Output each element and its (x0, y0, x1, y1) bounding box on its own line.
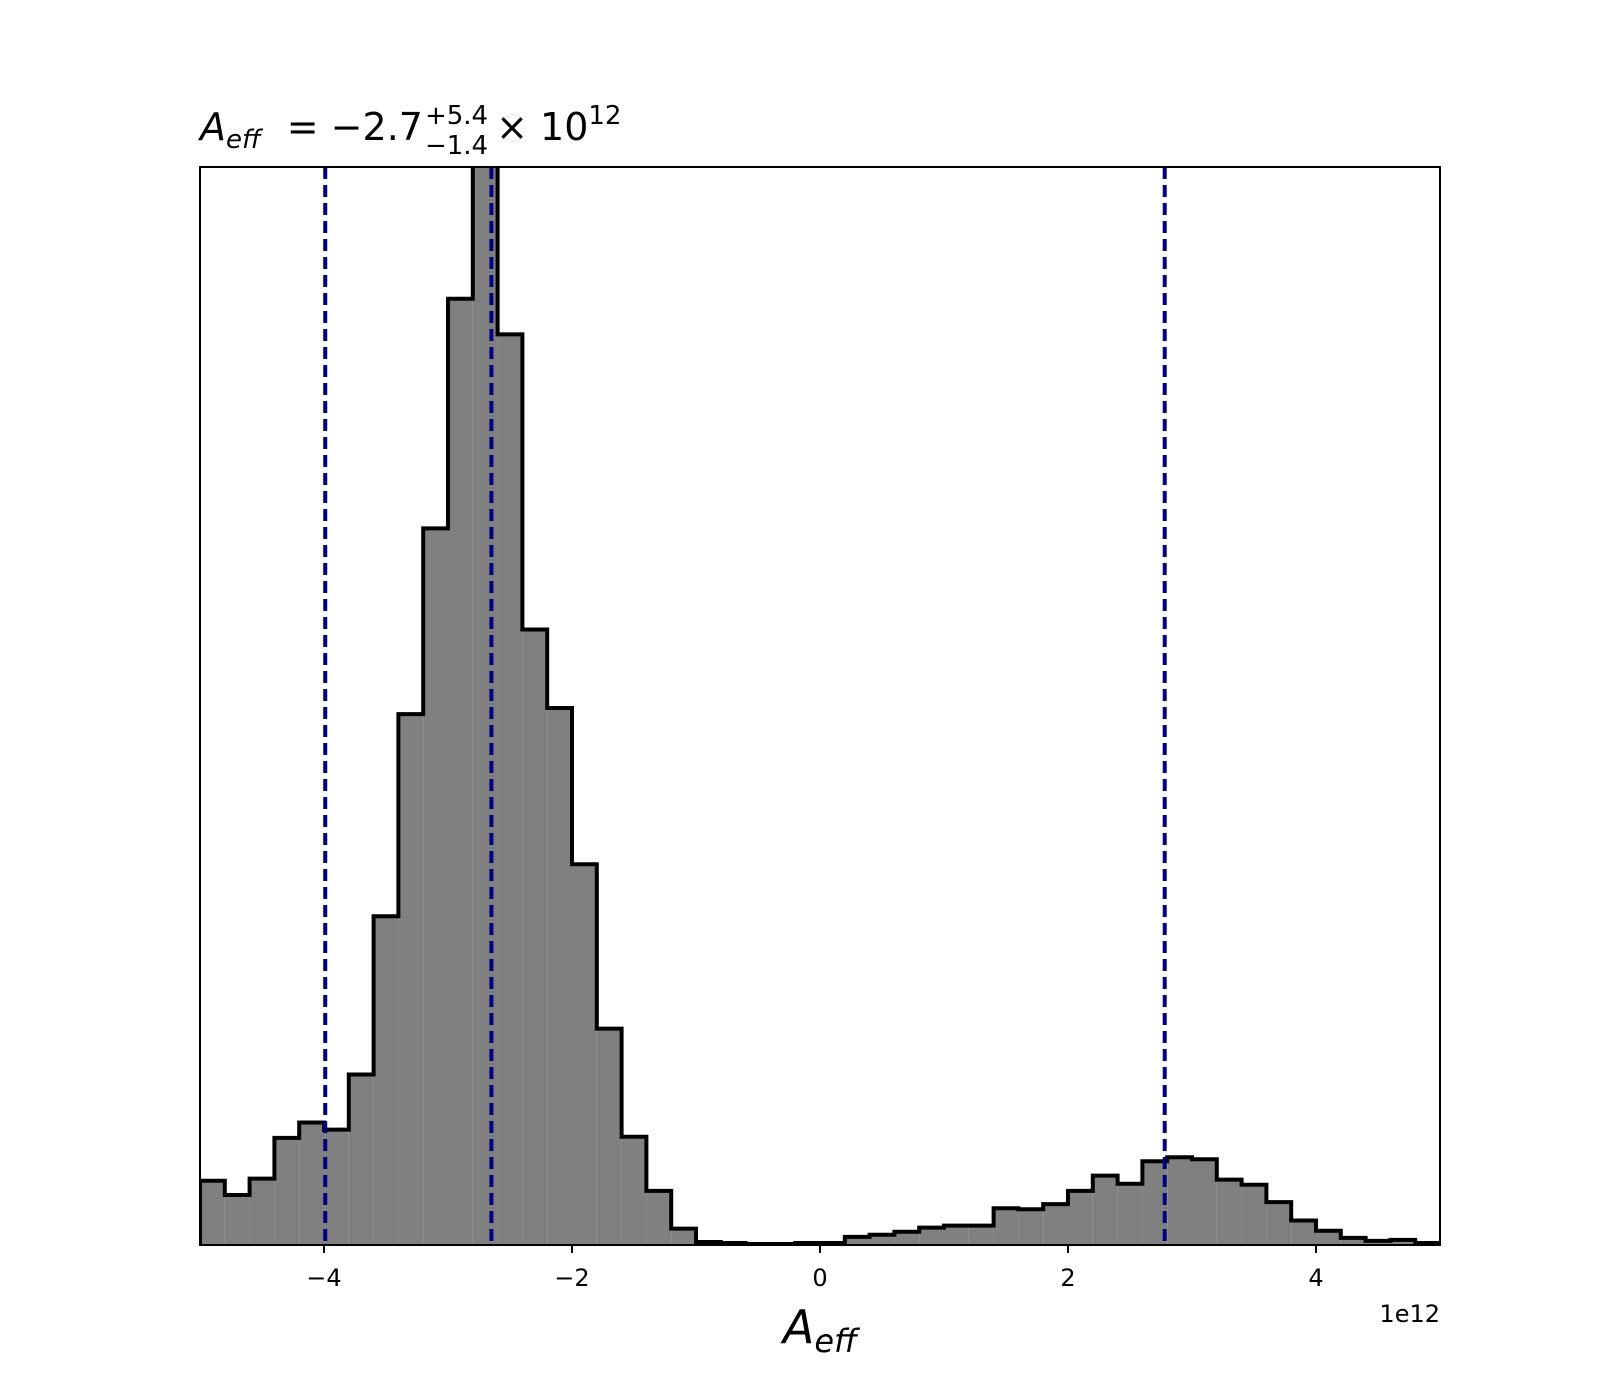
histogram-bar (448, 298, 473, 1245)
histogram-bar (1340, 1237, 1366, 1245)
title-upper: +5.4 (425, 101, 488, 131)
histogram-bar (1216, 1179, 1242, 1245)
histogram-bar (919, 1227, 944, 1245)
histogram-bar (944, 1225, 969, 1245)
title-symbol: A (197, 105, 226, 149)
histogram-bar (1167, 1157, 1192, 1245)
histogram-bar (522, 629, 548, 1245)
histogram-bar (993, 1208, 1019, 1245)
x-tick-label: 0 (812, 1264, 827, 1292)
title-exponent: 12 (588, 101, 621, 131)
histogram-bar (1390, 1239, 1416, 1245)
histogram-bar (1266, 1202, 1292, 1245)
histogram-bar (621, 1136, 647, 1245)
histogram-bar (1092, 1175, 1118, 1245)
histogram-bar (547, 708, 572, 1245)
histogram-bar (249, 1178, 275, 1245)
histogram-bar (1018, 1209, 1044, 1245)
histogram-bar (1291, 1220, 1316, 1245)
histogram-bar (1241, 1184, 1267, 1245)
histogram-bar (1068, 1190, 1093, 1245)
histogram-bar (224, 1194, 250, 1245)
x-tick-label: 4 (1308, 1264, 1323, 1292)
x-offset-label: 1e12 (1379, 1300, 1440, 1328)
histogram-bar (968, 1225, 994, 1245)
plot-area (200, 167, 1440, 1245)
title-times: × 10 (496, 105, 588, 149)
histogram-outline (200, 167, 1440, 1245)
histogram-bar (324, 1129, 349, 1245)
histogram-bar (373, 916, 399, 1245)
histogram-bar (646, 1190, 672, 1245)
histogram-bar (299, 1122, 324, 1245)
histogram-bar (1192, 1159, 1217, 1245)
histogram-bar (1316, 1230, 1341, 1245)
title-symbol-sub: eff (226, 125, 264, 155)
x-tick-label: −4 (306, 1264, 341, 1292)
histogram-bar (274, 1137, 300, 1245)
x-tick-label: 2 (1060, 1264, 1075, 1292)
x-tick-label: −2 (554, 1264, 589, 1292)
histogram-bar (844, 1236, 870, 1245)
title-lower: −1.4 (425, 131, 488, 161)
histogram-bar (398, 714, 424, 1245)
histogram-bar (596, 1028, 622, 1245)
histogram-bar (671, 1228, 696, 1245)
histogram-bar (423, 528, 448, 1245)
histogram-bar (348, 1074, 374, 1245)
histogram-bar (869, 1234, 895, 1245)
histogram-bar (497, 334, 523, 1245)
title-value: = −2.7 (287, 105, 423, 149)
histogram-bar (1117, 1183, 1143, 1245)
histogram-bar (894, 1231, 920, 1245)
histogram-bar (1365, 1240, 1391, 1245)
histogram-bar (1043, 1204, 1068, 1245)
x-axis-label-sub: eff (814, 1322, 861, 1360)
histogram-bar (572, 864, 597, 1245)
histogram-bar (200, 1180, 225, 1245)
histogram-bar (472, 167, 498, 1245)
x-axis-label: A (780, 1300, 814, 1354)
